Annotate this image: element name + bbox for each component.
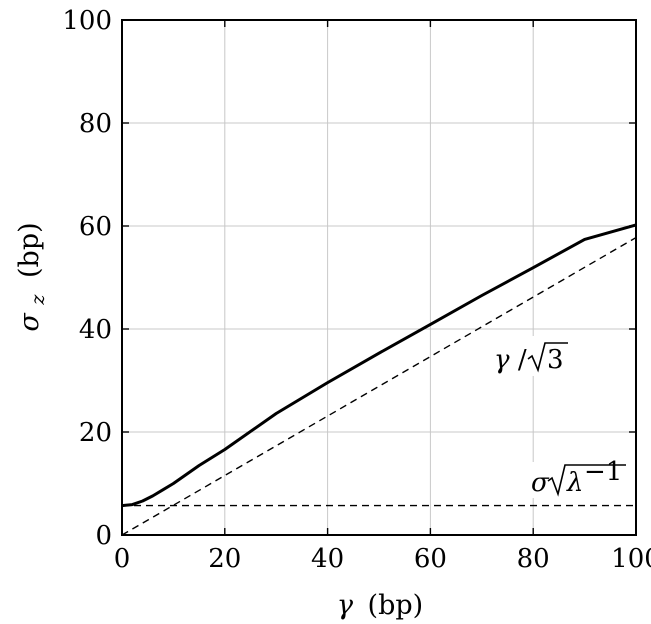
y-tick-label: 20 bbox=[79, 418, 112, 448]
plot-frame bbox=[121, 19, 637, 536]
grid bbox=[121, 19, 637, 536]
annotation-lambda: λ bbox=[566, 468, 583, 498]
x-tick-label: 60 bbox=[414, 544, 447, 574]
tick-group bbox=[121, 19, 637, 536]
x-axis-unit: (bp) bbox=[368, 590, 424, 621]
y-tick-label: 60 bbox=[79, 212, 112, 242]
x-tick-label: 100 bbox=[611, 544, 651, 574]
x-tick-label: 40 bbox=[311, 544, 344, 574]
annotation-sigma-sqrt-lambda-inverse: σ λ −1 bbox=[526, 457, 630, 498]
x-tick-label: 80 bbox=[517, 544, 550, 574]
tick-label-group: 0 20 40 60 80 100 0 20 40 60 80 100 bbox=[62, 6, 651, 574]
annotation-gamma: γ bbox=[494, 345, 510, 375]
series-line-dashed-1 bbox=[121, 236, 637, 536]
annotation-exponent: −1 bbox=[584, 457, 622, 487]
x-axis-symbol: γ bbox=[337, 590, 354, 621]
series-group bbox=[121, 223, 637, 536]
y-axis-unit: (bp) bbox=[14, 222, 45, 278]
x-axis-title: γ (bp) bbox=[337, 590, 423, 621]
y-tick-label: 80 bbox=[79, 109, 112, 139]
series-line-solid bbox=[121, 223, 637, 508]
sqrt-sign-2 bbox=[547, 464, 626, 497]
y-axis-symbol: σ bbox=[14, 312, 45, 332]
sqrt-sign-1 bbox=[527, 342, 568, 373]
y-axis-title: σ z (bp) bbox=[14, 222, 51, 331]
annotation-sigma: σ bbox=[531, 468, 550, 498]
x-tick-label: 20 bbox=[208, 544, 241, 574]
svg-text:γ /: γ / bbox=[494, 345, 527, 375]
annotation-gamma-over-sqrt3: γ / 3 bbox=[490, 336, 572, 376]
y-axis-subscript: z bbox=[27, 294, 49, 306]
annotation-three: 3 bbox=[547, 345, 564, 375]
annotation-slash: / bbox=[518, 345, 527, 375]
x-tick-label: 0 bbox=[114, 544, 131, 574]
y-tick-label: 40 bbox=[79, 315, 112, 345]
y-tick-label: 100 bbox=[62, 6, 112, 36]
y-tick-label: 0 bbox=[95, 521, 112, 551]
